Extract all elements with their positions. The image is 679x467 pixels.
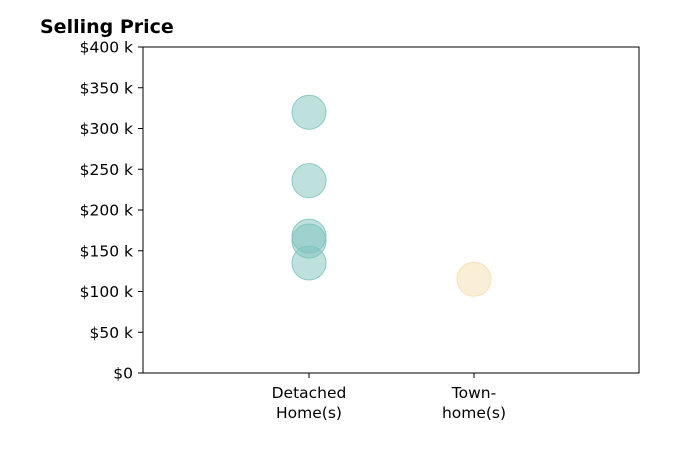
y-tick-label: $400 k — [80, 39, 133, 57]
y-tick-label: $350 k — [80, 79, 133, 97]
x-tick-label: home(s) — [442, 404, 506, 422]
y-tick-label: $150 k — [80, 242, 133, 260]
data-point — [291, 94, 327, 130]
y-tick-label: $0 — [113, 365, 133, 383]
data-point — [291, 245, 327, 281]
y-tick-label: $200 k — [80, 202, 133, 220]
chart-title: Selling Price — [40, 16, 174, 38]
x-tick-label: Town- — [451, 384, 496, 402]
y-tick-label: $50 k — [90, 324, 134, 342]
y-tick-label: $300 k — [80, 120, 133, 138]
x-tick-label: Detached — [272, 384, 347, 402]
x-tick-label: Home(s) — [276, 404, 342, 422]
y-tick-label: $100 k — [80, 283, 133, 301]
y-tick-label: $250 k — [80, 161, 133, 179]
data-point — [291, 163, 327, 199]
plot-frame — [142, 46, 640, 374]
data-point — [456, 261, 492, 297]
